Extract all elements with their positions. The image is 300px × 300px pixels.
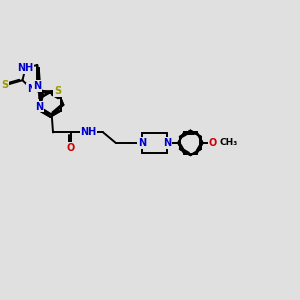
Text: N: N [33, 81, 41, 91]
Text: NH: NH [17, 63, 34, 73]
Text: N: N [35, 102, 43, 112]
Text: O: O [67, 143, 75, 153]
Text: N: N [138, 138, 146, 148]
Text: N: N [27, 84, 35, 94]
Text: O: O [208, 138, 217, 148]
Text: NH: NH [80, 128, 97, 137]
Text: N: N [164, 138, 172, 148]
Text: S: S [1, 80, 8, 91]
Text: CH₃: CH₃ [219, 138, 237, 147]
Text: S: S [54, 86, 61, 96]
